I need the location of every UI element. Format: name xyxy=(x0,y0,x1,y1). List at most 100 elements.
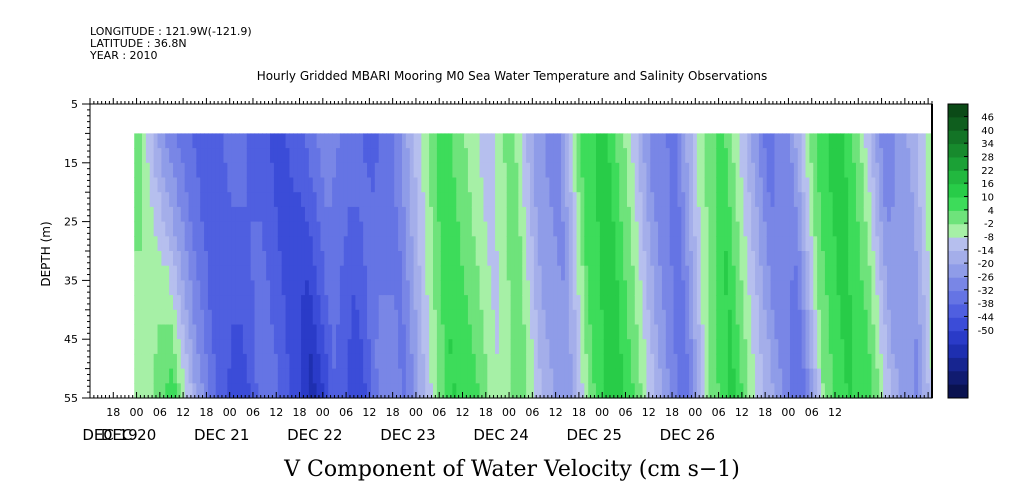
heatmap-cell xyxy=(685,133,690,149)
heatmap-cell xyxy=(293,339,298,355)
colorbar-label: 16 xyxy=(981,179,994,190)
heatmap-cell xyxy=(308,295,314,311)
heatmap-cell xyxy=(452,162,457,179)
heatmap-cell xyxy=(867,265,873,281)
heatmap-cell xyxy=(316,206,322,223)
heatmap-cell xyxy=(840,206,845,223)
heatmap-cell xyxy=(576,324,582,340)
heatmap-cell xyxy=(215,251,221,267)
heatmap-cell xyxy=(448,368,454,384)
heatmap-cell xyxy=(336,383,341,399)
heatmap-cell xyxy=(731,339,737,355)
heatmap-cell xyxy=(615,177,620,193)
heatmap-cell xyxy=(526,221,531,237)
latitude-label: LATITUDE : 36.8N xyxy=(90,37,187,50)
heatmap-cell xyxy=(689,177,694,193)
x-hour-label: 00 xyxy=(130,406,144,419)
heatmap-cell xyxy=(700,148,706,164)
heatmap-cell xyxy=(215,206,221,223)
heatmap-cell xyxy=(708,148,713,164)
heatmap-cell xyxy=(436,221,442,237)
heatmap-cell xyxy=(886,280,892,296)
heatmap-cell xyxy=(561,236,566,252)
heatmap-cell xyxy=(204,280,209,296)
heatmap-cell xyxy=(192,221,197,237)
heatmap-cell xyxy=(266,162,271,179)
heatmap-cell xyxy=(258,192,263,208)
heatmap-cell xyxy=(184,177,190,193)
heatmap-cell xyxy=(169,309,174,326)
heatmap-cell xyxy=(250,280,256,296)
heatmap-cell xyxy=(293,177,298,193)
heatmap-cell xyxy=(817,177,822,193)
heatmap-cell xyxy=(184,133,190,149)
heatmap-cell xyxy=(770,309,776,326)
heatmap-cell xyxy=(196,148,201,164)
heatmap-cell xyxy=(289,309,294,326)
heatmap-cell xyxy=(413,324,419,340)
heatmap-cell xyxy=(413,192,419,208)
heatmap-cell xyxy=(475,148,481,164)
heatmap-cell xyxy=(564,339,570,355)
heatmap-cell xyxy=(731,192,737,208)
heatmap-cell xyxy=(871,162,876,179)
heatmap-cell xyxy=(852,236,857,252)
colorbar-swatch xyxy=(948,224,968,239)
heatmap-cell xyxy=(638,192,644,208)
heatmap-cell xyxy=(634,353,640,370)
heatmap-cell xyxy=(813,383,818,399)
heatmap-cell xyxy=(273,383,279,399)
heatmap-cell xyxy=(782,309,787,326)
heatmap-cell xyxy=(840,162,845,179)
heatmap-cell xyxy=(572,368,578,384)
heatmap-cell xyxy=(848,192,853,208)
heatmap-cell xyxy=(809,309,814,326)
heatmap-cell xyxy=(235,324,240,340)
heatmap-cell xyxy=(824,368,830,384)
heatmap-cell xyxy=(793,353,799,370)
heatmap-cell xyxy=(347,280,353,296)
heatmap-cell xyxy=(258,309,263,326)
heatmap-cell xyxy=(200,339,205,355)
heatmap-cell xyxy=(417,236,422,252)
heatmap-cell xyxy=(169,236,174,252)
colorbar-label: -20 xyxy=(978,259,994,270)
heatmap-cell xyxy=(630,383,636,399)
heatmap-cell xyxy=(836,221,842,237)
heatmap-cell xyxy=(627,177,632,193)
heatmap-cell xyxy=(227,177,232,193)
heatmap-cell xyxy=(603,353,609,370)
heatmap-cell xyxy=(731,148,737,164)
heatmap-cell xyxy=(603,383,609,399)
heatmap-cell xyxy=(304,148,310,164)
heatmap-cell xyxy=(797,192,803,208)
heatmap-cell xyxy=(188,133,194,149)
heatmap-cell xyxy=(549,295,554,311)
heatmap-cell xyxy=(475,251,481,267)
heatmap-cell xyxy=(673,192,679,208)
heatmap-cell xyxy=(273,324,279,340)
heatmap-cell xyxy=(867,133,873,149)
heatmap-cell xyxy=(304,280,310,296)
heatmap-cell xyxy=(561,383,566,399)
heatmap-cell xyxy=(161,368,166,384)
heatmap-cell xyxy=(537,339,543,355)
heatmap-cell xyxy=(332,162,337,179)
heatmap-cell xyxy=(568,368,574,384)
heatmap-cell xyxy=(696,162,702,179)
heatmap-cell xyxy=(821,251,826,267)
heatmap-cell xyxy=(231,368,236,384)
heatmap-cell xyxy=(456,383,461,399)
heatmap-cell xyxy=(266,148,271,164)
heatmap-cell xyxy=(153,309,159,326)
heatmap-cell xyxy=(661,133,667,149)
heatmap-cell xyxy=(258,162,263,179)
heatmap-cell xyxy=(204,177,209,193)
heatmap-cell xyxy=(557,221,562,237)
heatmap-cell xyxy=(347,368,353,384)
heatmap-cell xyxy=(623,206,628,223)
heatmap-cell xyxy=(417,148,422,164)
heatmap-cell xyxy=(925,236,931,252)
heatmap-cell xyxy=(471,324,477,340)
heatmap-cell xyxy=(541,265,547,281)
